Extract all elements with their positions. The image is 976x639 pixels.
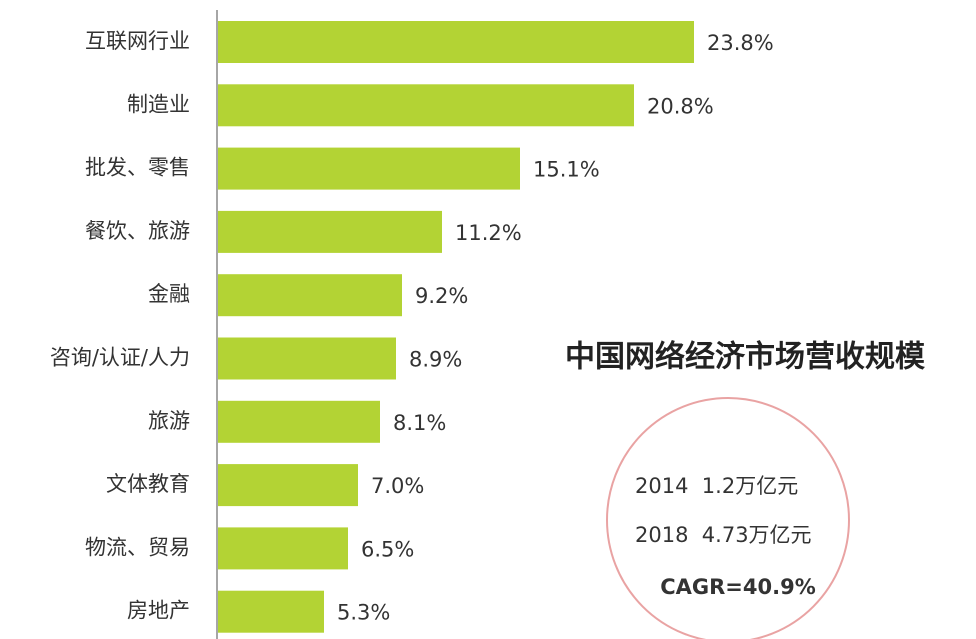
bar	[218, 210, 442, 253]
annotation: CAGR=40.9%	[660, 575, 816, 599]
annotation: 2018 4.73万亿元	[635, 523, 812, 547]
category-label: 旅游	[148, 409, 190, 433]
category-label: 房地产	[127, 599, 190, 623]
bar	[218, 147, 520, 190]
category-label: 制造业	[127, 92, 190, 116]
category-label: 批发、零售	[85, 156, 190, 180]
bar	[218, 400, 380, 443]
bar	[218, 527, 348, 570]
value-label: 5.3%	[337, 601, 390, 625]
bar	[218, 274, 402, 317]
value-label: 8.1%	[393, 411, 446, 435]
category-label: 互联网行业	[85, 29, 190, 53]
annotation: 2014 1.2万亿元	[635, 474, 798, 498]
value-label: 9.2%	[415, 284, 468, 308]
category-label: 金融	[148, 282, 190, 306]
category-label: 物流、贸易	[85, 535, 190, 559]
highlight-circle	[606, 397, 850, 639]
bar	[218, 84, 634, 127]
annotation-title: 中国网络经济市场营收规模	[565, 340, 925, 375]
bar	[218, 464, 358, 507]
bar	[218, 21, 694, 63]
value-label: 20.8%	[647, 94, 714, 118]
value-label: 23.8%	[707, 31, 774, 55]
category-label: 文体教育	[106, 472, 190, 496]
value-label: 7.0%	[371, 474, 424, 498]
value-label: 11.2%	[455, 221, 522, 245]
value-label: 15.1%	[533, 158, 600, 182]
bar	[218, 590, 324, 633]
category-label: 咨询/认证/人力	[50, 346, 190, 370]
value-label: 6.5%	[361, 537, 414, 561]
bar	[218, 337, 396, 380]
value-label: 8.9%	[409, 348, 462, 372]
category-label: 餐饮、旅游	[85, 219, 190, 243]
